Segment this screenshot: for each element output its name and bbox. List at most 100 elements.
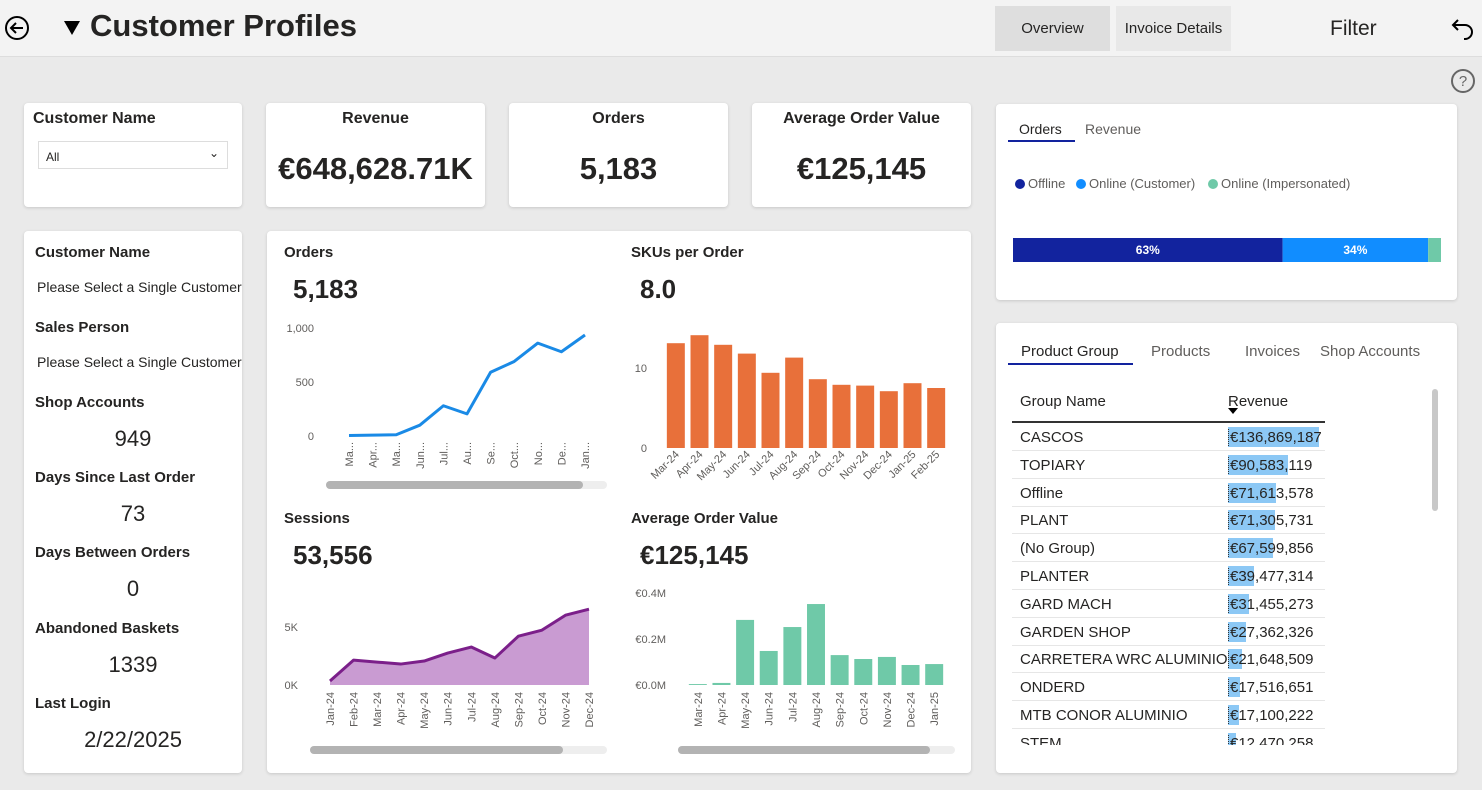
y-tick-label: €0.0M <box>635 680 666 692</box>
tab: Products <box>1151 343 1210 360</box>
cell: €71,305,731 <box>1228 512 1314 530</box>
bar <box>737 353 756 448</box>
legend-dot <box>1015 179 1025 189</box>
cell: €31,455,273 <box>1228 595 1314 613</box>
chart-headline: 5,183 <box>293 274 358 304</box>
cell: €27,362,326 <box>1228 623 1314 641</box>
y-tick-label: 500 <box>296 377 314 389</box>
x-tick-label: Apr... <box>368 442 380 468</box>
bar <box>901 664 920 685</box>
bar <box>879 391 898 448</box>
tab: Shop Accounts <box>1320 343 1420 360</box>
x-tick-label: Mar-24 <box>693 692 705 727</box>
x-tick-label: De... <box>556 442 568 465</box>
legend-label: Online (Customer) <box>1089 176 1195 191</box>
data-bar <box>1228 427 1319 447</box>
x-tick-label: Aug-24 <box>811 692 823 727</box>
tab: Invoices <box>1245 343 1300 360</box>
tab: Orders <box>1019 121 1062 137</box>
cell: TOPIARY <box>1020 456 1086 474</box>
kpi-label: Orders <box>592 110 645 127</box>
undo-icon[interactable] <box>1450 16 1476 42</box>
cell: GARDEN SHOP <box>1020 623 1131 641</box>
cell: CARRETERA WRC ALUMINIO <box>1020 651 1228 669</box>
scroll-thumb[interactable] <box>678 746 930 754</box>
slicer-card: Customer Name All ⌄ <box>24 103 242 207</box>
table-row: PLANTER €39,477,314 <box>1012 562 1325 590</box>
area-fill <box>330 609 589 685</box>
cell: €17,516,651 <box>1228 679 1314 697</box>
detail-value: 73 <box>120 501 146 526</box>
kpi-card: Average Order Value €125,145 <box>752 103 971 207</box>
column-header: Group Name <box>1020 393 1106 410</box>
detail-value: Please Select a Single Customer <box>37 354 242 370</box>
cell: €71,613,578 <box>1228 484 1314 502</box>
detail-label: Days Since Last Order <box>35 469 196 486</box>
x-tick-label: Apr-24 <box>396 692 408 725</box>
table-row: PLANT €71,305,731 <box>1012 506 1325 535</box>
page-title: Customer Profiles <box>90 8 358 43</box>
chart-title: SKUs per Order <box>631 244 744 261</box>
y-tick-label: 0K <box>285 680 299 692</box>
sort-icon <box>1228 408 1238 414</box>
help-icon[interactable]: ? <box>1450 68 1476 94</box>
scrollbar[interactable] <box>1432 389 1438 511</box>
x-tick-label: Ma... <box>391 442 403 466</box>
x-tick-label: Jul-24 <box>787 692 799 722</box>
detail-label: Sales Person <box>35 319 130 336</box>
x-tick-label: Mar-24 <box>372 692 384 727</box>
bar <box>925 664 944 685</box>
tab[interactable]: Overview <box>995 6 1110 51</box>
detail-label: Last Login <box>35 695 111 712</box>
table-row: Offline €71,613,578 <box>1012 479 1325 507</box>
x-tick-label: Jun... <box>415 442 427 469</box>
cell: MTB CONOR ALUMINIO <box>1020 707 1188 724</box>
y-tick-label: 10 <box>635 363 647 375</box>
scroll-thumb[interactable] <box>326 481 583 489</box>
x-tick-label: Oct-24 <box>858 692 870 725</box>
x-tick-label: Au... <box>462 442 474 465</box>
bar <box>877 656 896 685</box>
detail-value: 0 <box>126 576 140 601</box>
data-bar <box>1228 566 1255 586</box>
cell: €12,470,258 <box>1228 734 1313 745</box>
x-tick-label: Jun-24 <box>764 692 776 726</box>
x-tick-label: Sep-24 <box>835 692 847 727</box>
cell: €136,869,187 <box>1228 429 1322 446</box>
x-tick-label: Jul... <box>438 442 450 465</box>
bar <box>854 659 873 685</box>
bar <box>832 384 851 448</box>
header <box>0 0 1482 57</box>
detail-value: Please Select a Single Customer <box>37 279 242 295</box>
bar <box>688 684 707 685</box>
x-tick-label: Jan-25 <box>929 692 941 726</box>
filter-button[interactable]: Filter <box>1330 17 1377 40</box>
data-label: 63% <box>1136 243 1160 257</box>
data-bar <box>1228 510 1276 531</box>
x-tick-label: Nov-24 <box>882 692 894 727</box>
x-tick-label: May-24 <box>740 692 752 729</box>
legend-dot <box>1208 179 1218 189</box>
x-tick-label: Aug-24 <box>490 692 502 727</box>
chart-headline: €125,145 <box>640 540 748 570</box>
scroll-thumb[interactable] <box>310 746 563 754</box>
chart-headline: 8.0 <box>640 274 676 304</box>
cell: ONDERD <box>1020 679 1086 697</box>
kpi-label: Revenue <box>342 110 409 127</box>
detail-value: 949 <box>114 426 152 451</box>
bar <box>666 343 685 448</box>
chart-headline: 53,556 <box>293 540 373 570</box>
collapse-icon[interactable] <box>63 20 81 36</box>
bar <box>736 619 755 685</box>
legend-label: Online (Impersonated) <box>1221 176 1350 191</box>
column-header: Revenue <box>1228 393 1289 410</box>
cell: (No Group) <box>1020 540 1096 558</box>
x-tick-label: Apr-24 <box>716 692 728 725</box>
tab[interactable]: Invoice Details <box>1116 6 1231 51</box>
cell: €90,583,119 <box>1228 456 1313 474</box>
back-icon[interactable] <box>4 15 30 41</box>
table-row: STEM €12,470,258 <box>1012 729 1325 745</box>
chart-title: Average Order Value <box>631 510 778 527</box>
slicer-dropdown[interactable]: All ⌄ <box>38 141 228 169</box>
detail-value: 2/22/2025 <box>84 727 182 752</box>
